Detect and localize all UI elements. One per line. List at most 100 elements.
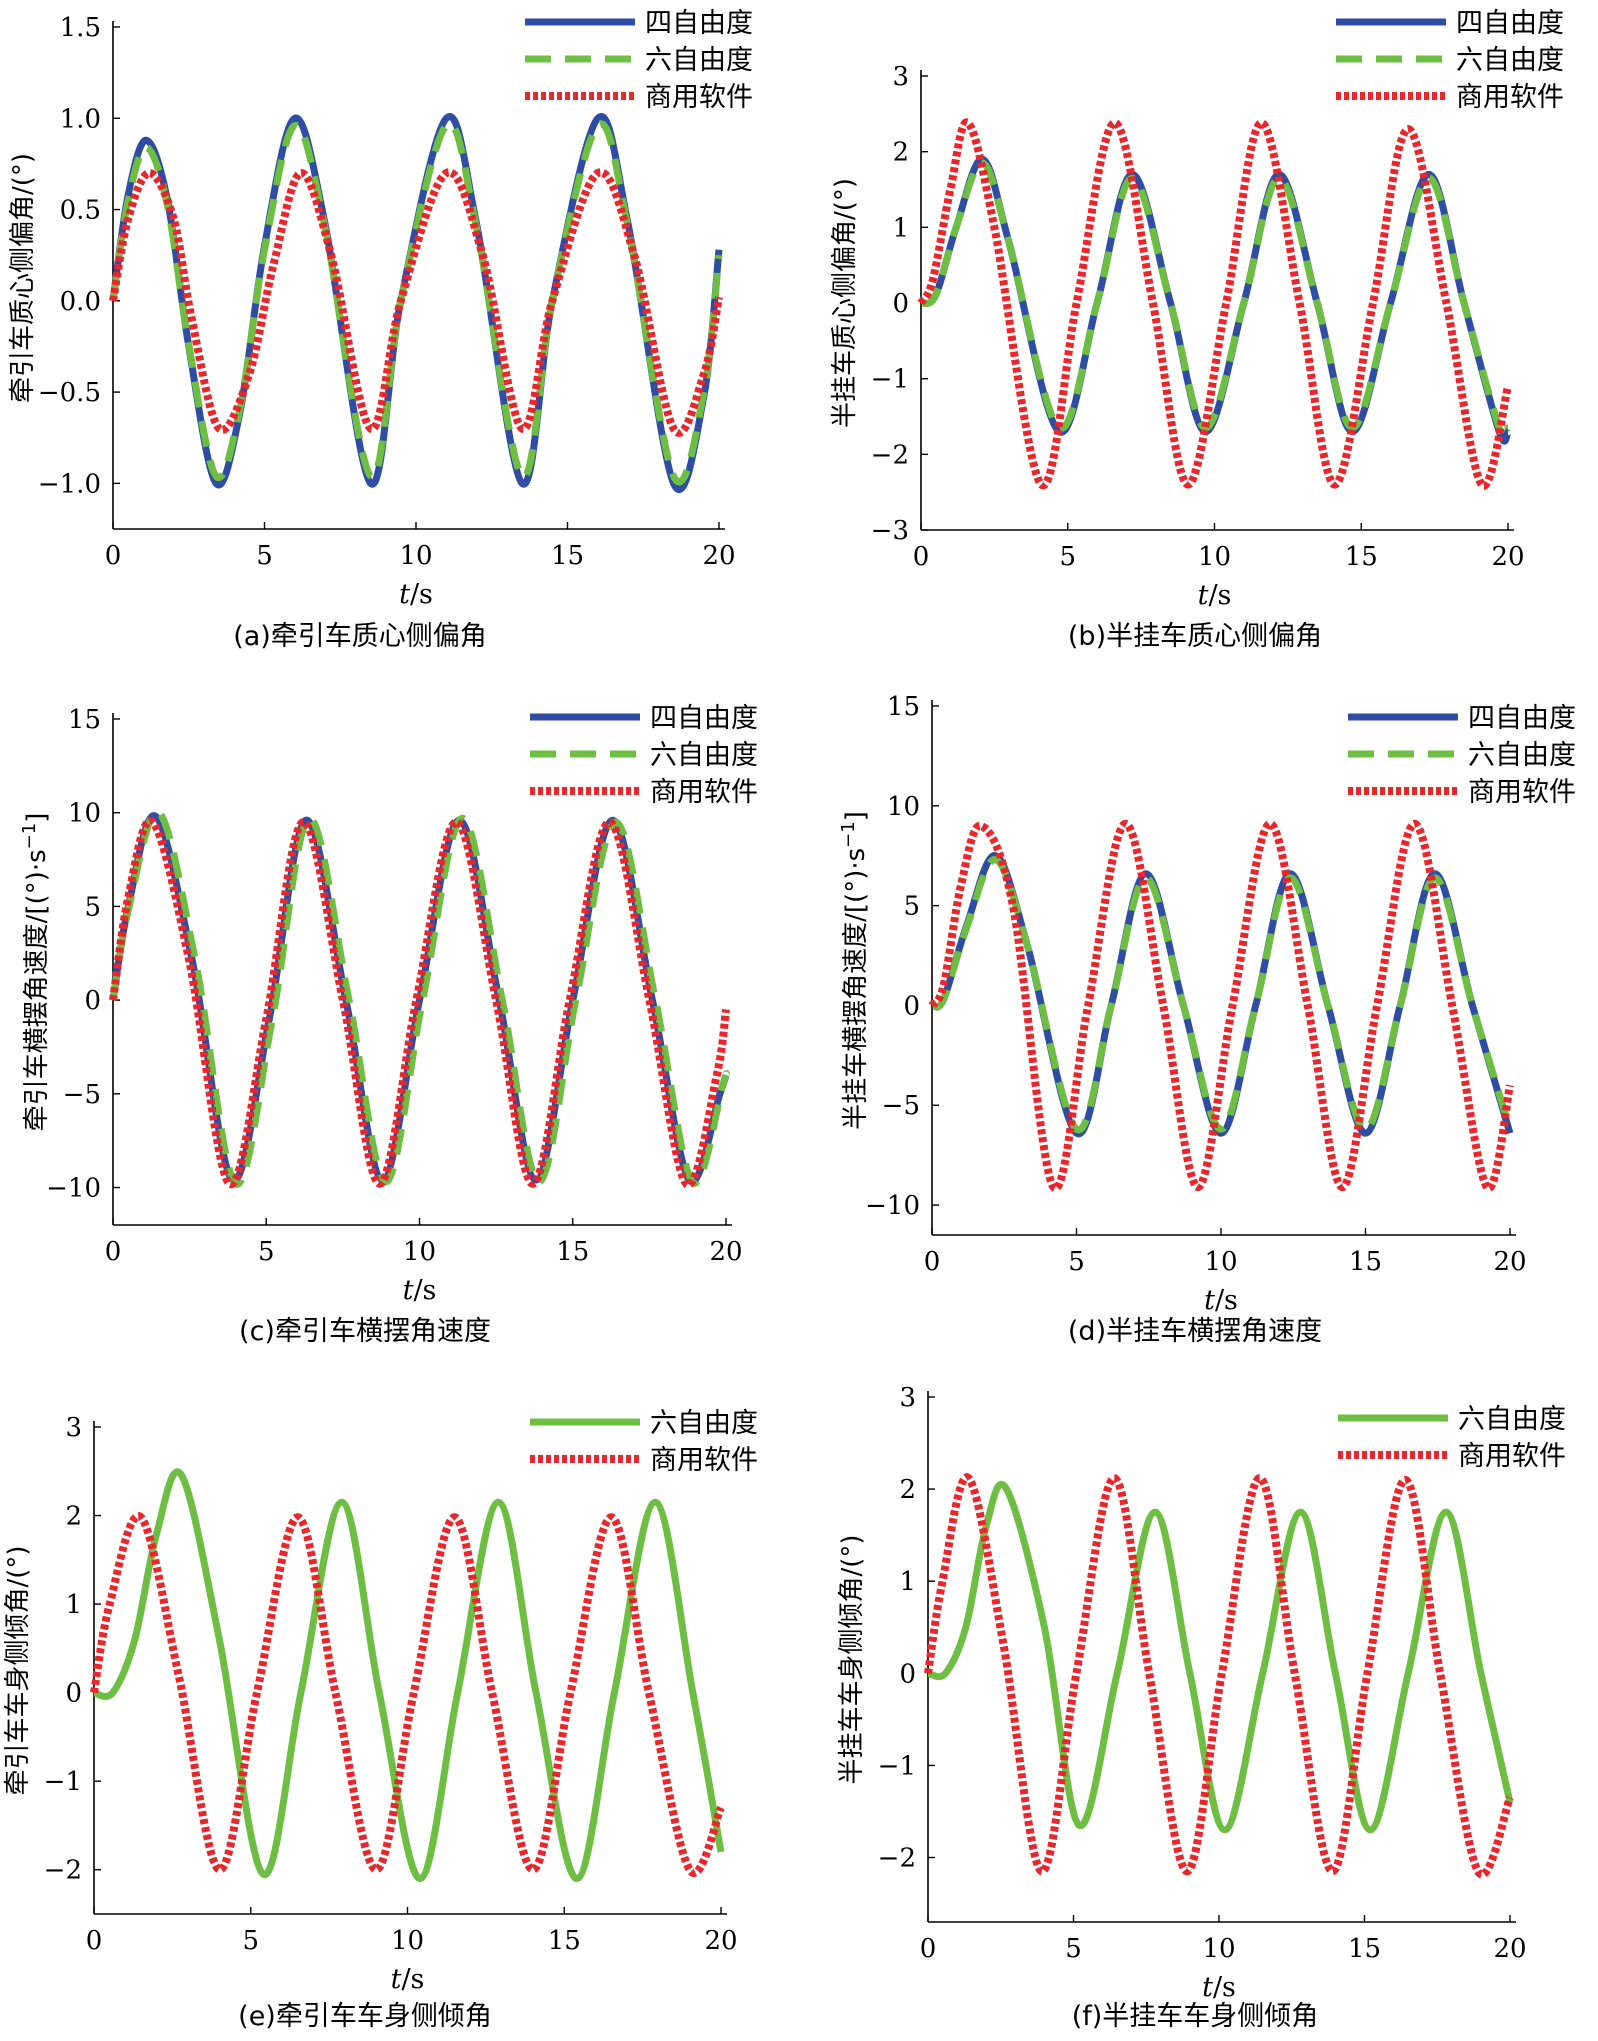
x-tick-label: 0: [105, 541, 122, 571]
series-line-3: [109, 816, 730, 1189]
y-tick-label: −1: [871, 365, 909, 395]
legend-label-2: 六自由度: [650, 740, 758, 771]
chart-caption: (c)牵引车横摆角速度: [239, 1316, 491, 1347]
chart-c: 0 5 10 15 20 −10 −5 0 5 10 15 t/s 牵引车横摆角速度/[(°)·s−1]…: [19, 703, 758, 1347]
x-axis-label-unit: /s: [401, 1964, 424, 1995]
legend-label-1: 四自由度: [1456, 8, 1564, 39]
x-axis-label: t/s: [1198, 580, 1232, 611]
x-axis-label-unit: /s: [1208, 580, 1231, 611]
y-tick-label: −10: [46, 1174, 101, 1204]
series-line-2: [109, 120, 723, 486]
x-tick-label: 20: [709, 1237, 742, 1267]
x-axis-label: t/s: [403, 1275, 437, 1306]
series-line-3: [109, 168, 723, 437]
y-tick-label: 3: [899, 1383, 916, 1413]
chart-a: 0 5 10 15 20 −1.0 −0.5 0.0 0.5 1.0 1.5 t/s 牵引车质心侧偏角/…: [8, 8, 753, 652]
y-axis-label-text: 牵引车横摆角速度/[(°)·s: [22, 849, 52, 1131]
y-tick-label: −2: [878, 1844, 916, 1874]
x-tick-label: 20: [704, 1926, 737, 1956]
y-axis-label: 半挂车车身侧倾角/(°): [837, 1534, 867, 1784]
x-tick-label: 10: [391, 1926, 424, 1956]
legend-label-3: 商用软件: [1456, 82, 1564, 113]
x-tick-label: 0: [920, 1934, 937, 1964]
y-axis-label: 半挂车质心侧偏角/(°): [830, 178, 860, 428]
x-tick-label: 0: [924, 1247, 941, 1277]
series-line-2: [109, 808, 730, 1188]
y-tick-label: 5: [84, 892, 101, 922]
y-tick-label: −5: [63, 1080, 101, 1110]
legend-label-1: 六自由度: [1458, 1404, 1566, 1435]
chart-caption: (b)半挂车质心侧偏角: [1068, 621, 1322, 652]
x-tick-label: 15: [548, 1926, 581, 1956]
x-tick-label: 10: [1202, 1934, 1235, 1964]
y-axis-label-text: 牵引车质心侧偏角/(°): [8, 153, 38, 403]
y-axis-label-text: 半挂车横摆角速度/[(°)·s: [841, 848, 871, 1130]
legend-label-1: 六自由度: [650, 1408, 758, 1439]
legend-label-1: 四自由度: [645, 8, 753, 39]
y-tick-label: 0: [892, 289, 909, 319]
x-axis-label: t/s: [1202, 1972, 1236, 2003]
y-tick-label: −3: [871, 516, 909, 546]
x-axis-label-var: t: [1198, 580, 1209, 611]
y-tick-label: 1: [899, 1567, 916, 1597]
x-axis-label: t/s: [399, 579, 433, 610]
x-tick-label: 20: [702, 541, 735, 571]
x-axis-label-var: t: [1202, 1972, 1213, 2003]
y-tick-label: 15: [887, 692, 920, 722]
y-tick-label: 2: [65, 1502, 82, 1532]
legend-label-1: 四自由度: [1468, 703, 1576, 734]
x-tick-label: 10: [403, 1237, 436, 1267]
y-axis-label-text: 牵引车车身侧倾角/(°): [3, 1545, 33, 1795]
x-tick-label: 0: [105, 1237, 122, 1267]
x-tick-label: 15: [1349, 1247, 1382, 1277]
y-tick-label: −1: [878, 1751, 916, 1781]
x-axis-label-var: t: [399, 579, 410, 610]
y-tick-label: −2: [871, 440, 909, 470]
legend-label-3: 商用软件: [650, 777, 758, 808]
x-tick-label: 15: [551, 541, 584, 571]
y-tick-label: −10: [865, 1191, 920, 1221]
y-axis-label-sup: −1: [838, 821, 859, 848]
x-tick-label: 5: [1065, 1934, 1082, 1964]
y-tick-label: 0.0: [60, 287, 101, 317]
legend-label-3: 商用软件: [645, 82, 753, 113]
y-tick-label: 1: [892, 213, 909, 243]
y-axis-label-text: 半挂车车身侧倾角/(°): [837, 1534, 867, 1784]
y-axis-label: 牵引车横摆角速度/[(°)·s−1]: [19, 813, 52, 1132]
y-tick-label: −2: [44, 1856, 82, 1886]
y-axis-label-sup: −1: [19, 823, 40, 850]
x-tick-label: 15: [556, 1237, 589, 1267]
y-tick-label: 15: [68, 705, 101, 735]
x-axis-label: t/s: [1204, 1285, 1238, 1316]
y-tick-label: −1: [44, 1767, 82, 1797]
y-tick-label: 5: [903, 892, 920, 922]
x-tick-label: 10: [1198, 542, 1231, 572]
x-tick-label: 20: [1493, 1934, 1526, 1964]
x-tick-label: 10: [1204, 1247, 1237, 1277]
x-axis-label-var: t: [1204, 1285, 1215, 1316]
x-axis-label: t/s: [391, 1964, 425, 1995]
x-axis-label-unit: /s: [1215, 1285, 1238, 1316]
series-line-3: [928, 819, 1514, 1193]
y-tick-label: 3: [65, 1413, 82, 1443]
x-axis-label-unit: /s: [1213, 1972, 1236, 2003]
y-tick-label: 3: [892, 62, 909, 92]
y-tick-label: 1.5: [60, 13, 101, 43]
y-tick-label: 0: [899, 1659, 916, 1689]
legend-label-3: 商用软件: [1468, 777, 1576, 808]
chart-d: 0 5 10 15 20 −10 −5 0 5 10 15 t/s 半挂车横摆角速度/[(°)·s−1]…: [838, 692, 1576, 1347]
series-line-1: [93, 1468, 725, 1883]
y-tick-label: 10: [68, 799, 101, 829]
y-tick-label: −1.0: [38, 469, 101, 499]
y-tick-label: −5: [882, 1091, 920, 1121]
chart-b: 0 5 10 15 20 −3 −2 −1 0 1 2 3 t/s 半挂车质心侧偏角/(°) 四自由度六自由…: [830, 8, 1564, 652]
series-line-3: [917, 118, 1512, 490]
x-tick-label: 5: [242, 1926, 259, 1956]
